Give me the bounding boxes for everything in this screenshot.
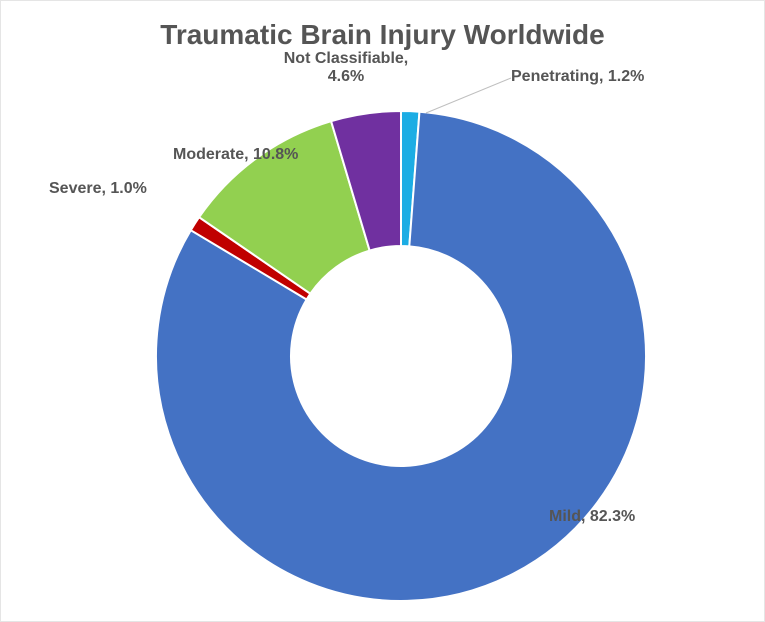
- donut-hole: [291, 246, 511, 466]
- label-moderate: Moderate, 10.8%: [173, 146, 298, 163]
- leader-penetrating: [426, 78, 511, 113]
- label-severe: Severe, 1.0%: [49, 180, 147, 197]
- label-penetrating: Penetrating, 1.2%: [511, 68, 644, 85]
- donut-chart: Penetrating, 1.2% Mild, 82.3% Severe, 1.0%…: [1, 1, 764, 621]
- label-mild: Mild, 82.3%: [549, 508, 635, 525]
- chart-frame: Traumatic Brain Injury Worldwide Penetra…: [0, 0, 765, 622]
- label-not-classifiable: Not Classifiable,4.6%: [284, 50, 408, 85]
